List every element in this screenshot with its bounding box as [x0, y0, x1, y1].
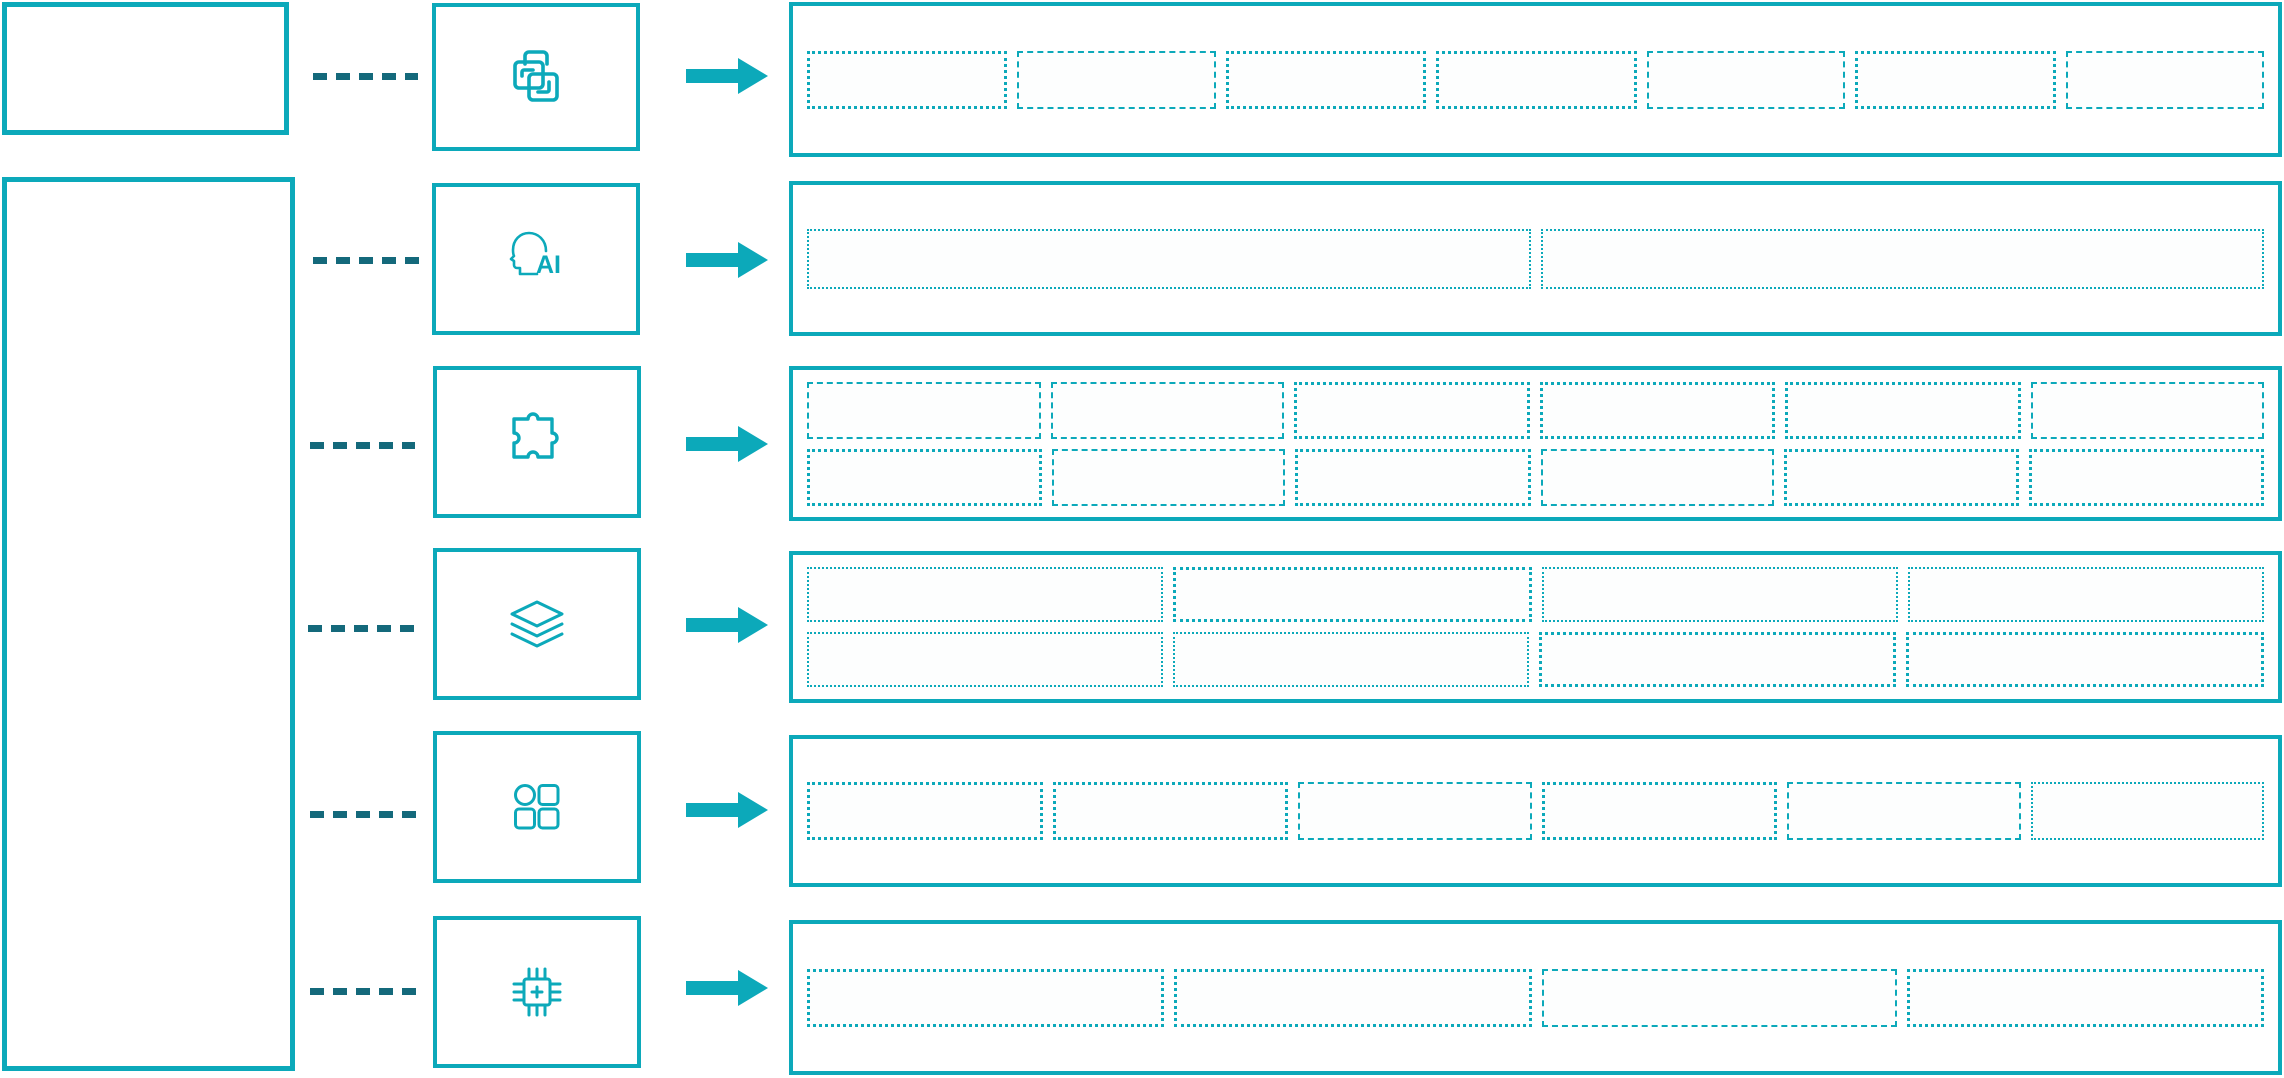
icon-box-row-3[interactable] [433, 366, 641, 518]
arrow-row-2 [680, 240, 776, 280]
content-panel-row-4 [789, 551, 2282, 703]
panel-row [807, 50, 2264, 109]
placeholder-cell[interactable] [1052, 782, 1288, 840]
icon-box-row-1[interactable] [432, 3, 640, 151]
placeholder-cell[interactable] [1787, 782, 2021, 840]
ai-head-icon: AI [509, 231, 561, 279]
arrow-right-icon [686, 426, 768, 462]
dashed-line-icon [308, 624, 416, 632]
arrow-row-5 [680, 790, 776, 830]
placeholder-cell[interactable] [1174, 968, 1532, 1027]
icon-box-row-2[interactable]: AI [432, 183, 640, 335]
placeholder-cell[interactable] [1783, 448, 2019, 506]
content-panel-row-3 [789, 366, 2282, 521]
placeholder-cell[interactable] [1785, 381, 2021, 439]
arrow-right-icon [686, 607, 768, 643]
placeholder-cell[interactable] [807, 567, 1164, 622]
panel-row [807, 782, 2264, 840]
placeholder-cell[interactable] [1050, 381, 1284, 439]
placeholder-cell[interactable] [1906, 632, 2264, 687]
dashed-line-icon [310, 810, 418, 818]
placeholder-cell[interactable] [807, 448, 1043, 506]
placeholder-cell[interactable] [1295, 448, 1531, 506]
placeholder-cell[interactable] [1436, 50, 1637, 109]
placeholder-cell[interactable] [807, 782, 1043, 840]
ai-head-icon-text: AI [536, 251, 561, 279]
placeholder-cell[interactable] [2065, 50, 2264, 109]
placeholder-cell[interactable] [1538, 632, 1897, 687]
placeholder-cell[interactable] [807, 968, 1165, 1027]
arrow-right-icon [686, 970, 768, 1006]
grid-components-icon [514, 784, 560, 830]
placeholder-cell[interactable] [1646, 50, 1846, 109]
connector-row-4 [308, 622, 416, 634]
connector-row-2 [313, 254, 421, 266]
placeholder-cell[interactable] [1855, 50, 2056, 109]
placeholder-cell[interactable] [1017, 50, 1216, 109]
layers-stack-icon [510, 600, 564, 648]
icon-box-row-6[interactable] [433, 916, 641, 1068]
arrow-right-icon [686, 242, 768, 278]
placeholder-cell[interactable] [1540, 228, 2264, 289]
left-block-top[interactable] [2, 2, 289, 135]
content-panel-row-5 [789, 735, 2282, 887]
placeholder-cell[interactable] [1906, 968, 2264, 1027]
placeholder-cell[interactable] [1540, 448, 1774, 506]
arrow-row-4 [680, 605, 776, 645]
placeholder-cell[interactable] [807, 381, 1041, 439]
placeholder-cell[interactable] [1539, 381, 1775, 439]
arrow-row-3 [680, 424, 776, 464]
dashed-line-icon [310, 441, 415, 449]
dashed-line-icon [313, 256, 421, 264]
placeholder-cell[interactable] [1907, 567, 2264, 622]
puzzle-piece-icon [512, 412, 559, 459]
icon-box-row-5[interactable] [433, 731, 641, 883]
content-panel-row-2 [789, 181, 2282, 336]
placeholder-cell[interactable] [1172, 632, 1529, 687]
arrow-right-icon [686, 792, 768, 828]
connector-row-6 [310, 985, 418, 997]
content-panel-row-1 [789, 2, 2282, 157]
panel-row [807, 632, 2264, 687]
layered-windows-icon [513, 50, 559, 102]
dashed-line-icon [313, 72, 418, 80]
panel-row [807, 381, 2264, 439]
dashed-line-icon [310, 987, 418, 995]
placeholder-cell[interactable] [807, 632, 1163, 687]
placeholder-cell[interactable] [1225, 50, 1427, 109]
content-panel-row-6 [789, 920, 2282, 1075]
icon-box-row-4[interactable] [433, 548, 641, 700]
placeholder-cell[interactable] [2028, 448, 2265, 506]
placeholder-cell[interactable] [1173, 567, 1532, 622]
placeholder-cell[interactable] [807, 50, 1008, 109]
placeholder-cell[interactable] [1298, 782, 1532, 840]
connector-row-5 [310, 808, 418, 820]
arrow-right-icon [686, 58, 768, 94]
placeholder-cell[interactable] [2030, 782, 2264, 840]
placeholder-cell[interactable] [1541, 567, 1898, 622]
chip-plus-icon [512, 967, 562, 1017]
placeholder-cell[interactable] [1294, 381, 1530, 439]
left-block-main[interactable] [2, 177, 295, 1071]
placeholder-cell[interactable] [1541, 968, 1897, 1027]
arrow-row-1 [680, 56, 776, 96]
placeholder-cell[interactable] [807, 228, 1531, 289]
placeholder-cell[interactable] [1541, 782, 1777, 840]
connector-row-3 [310, 439, 415, 451]
arrow-row-6 [680, 968, 776, 1008]
panel-row [807, 228, 2264, 289]
panel-row [807, 448, 2265, 506]
panel-row [807, 567, 2264, 622]
placeholder-cell[interactable] [1052, 448, 1286, 506]
connector-row-1 [313, 70, 418, 82]
panel-row [807, 968, 2264, 1027]
placeholder-cell[interactable] [2030, 381, 2264, 439]
